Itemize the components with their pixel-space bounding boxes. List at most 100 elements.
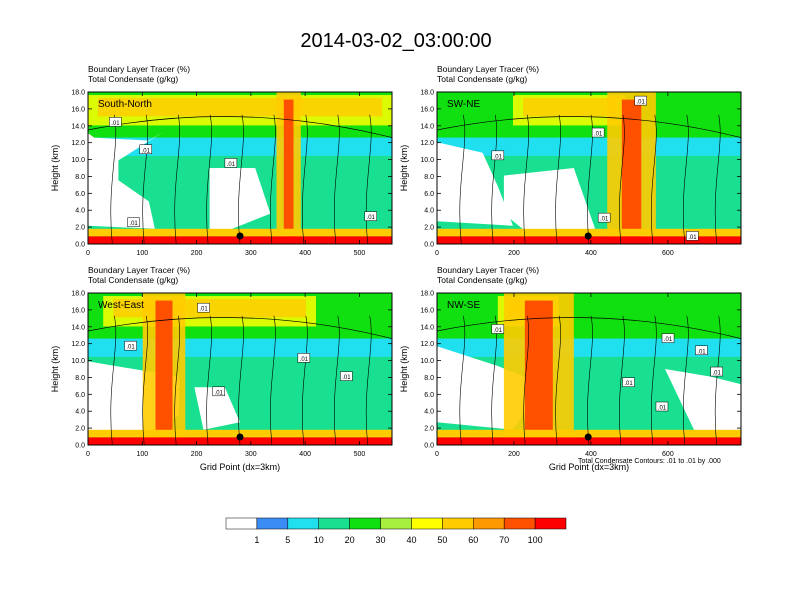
contour-label: .01 — [622, 377, 635, 387]
condensate-contours — [88, 315, 392, 445]
y-tick-label: 2.0 — [75, 426, 85, 433]
location-marker — [584, 433, 592, 441]
svg-text:.01: .01 — [227, 162, 236, 168]
colorbar-swatch — [503, 517, 536, 530]
svg-text:.01: .01 — [688, 235, 697, 241]
y-tick-label: 4.0 — [75, 409, 85, 416]
x-tick-label: 200 — [191, 451, 203, 458]
svg-text:.01: .01 — [142, 148, 151, 154]
y-tick-label: 12.0 — [71, 341, 85, 348]
x-tick-label: 500 — [354, 250, 366, 257]
colorbar-swatch — [256, 517, 289, 530]
svg-text:.01: .01 — [129, 221, 138, 227]
x-tick-label: 300 — [245, 250, 257, 257]
y-tick-label: 10.0 — [420, 358, 434, 365]
colorbar-swatch — [380, 517, 412, 530]
field-layer-60 — [98, 98, 382, 117]
x-tick-label: 0 — [435, 451, 439, 458]
x-tick-label: 600 — [662, 250, 674, 257]
colorbar-label: 70 — [499, 535, 509, 545]
colorbar-swatch — [349, 517, 381, 530]
y-tick-label: 12.0 — [420, 140, 434, 147]
plot-frame — [87, 292, 393, 446]
y-tick-label: 16.0 — [420, 106, 434, 113]
field-clear-air — [503, 168, 596, 234]
y-axis-label: Height (km) — [399, 145, 409, 192]
panel-name: West-East — [98, 300, 144, 311]
y-tick-label: 16.0 — [71, 106, 85, 113]
panel-west-east: .01 .01 .01 .01 .01 West-East Boundary Layer T… — [50, 265, 393, 472]
y-tick-label: 14.0 — [71, 123, 85, 130]
colorbar-label: 60 — [468, 535, 478, 545]
svg-text:.01: .01 — [713, 371, 722, 377]
svg-text:.01: .01 — [367, 215, 376, 221]
field-layer-10 — [88, 137, 392, 156]
y-tick-label: 16.0 — [71, 307, 85, 314]
panel-subtitle: Total Condensate (g/kg) — [88, 74, 178, 84]
colorbar-label: 50 — [437, 535, 447, 545]
y-axis-label: Height (km) — [399, 346, 409, 393]
contour-label: .01 — [591, 127, 605, 138]
svg-text:.01: .01 — [594, 132, 603, 138]
location-marker — [236, 433, 244, 441]
y-tick-label: 0.0 — [424, 443, 434, 450]
y-tick-label: 14.0 — [71, 324, 85, 331]
panel-sw-ne: .01 .01 .01 .01 .01 SW-NE Boundary Layer Trace… — [399, 64, 742, 257]
y-tick-label: 4.0 — [424, 208, 434, 215]
field-core-70 — [524, 300, 553, 445]
x-tick-label: 100 — [136, 451, 148, 458]
y-tick-label: 8.0 — [75, 375, 85, 382]
y-tick-label: 18.0 — [71, 291, 85, 298]
field-clear-air — [194, 387, 240, 430]
x-tick-label: 200 — [508, 451, 520, 458]
y-tick-label: 4.0 — [75, 208, 85, 215]
svg-text:.01: .01 — [658, 406, 667, 412]
colorbar-swatch — [473, 517, 505, 530]
panel-subtitle: Boundary Layer Tracer (%) — [437, 265, 539, 275]
panel-subtitle: Boundary Layer Tracer (%) — [88, 265, 190, 275]
colorbar: 1 5 10 20 30 40 50 60 70 100 — [225, 517, 567, 545]
field-bl-100 — [437, 236, 741, 244]
panel-subtitle: Total Condensate (g/kg) — [88, 275, 178, 285]
colorbar-label: 10 — [314, 535, 324, 545]
contour-label: .01 — [139, 144, 153, 154]
contour-label: .01 — [686, 231, 699, 241]
field-layer-30 — [437, 293, 741, 339]
panel-name: SW-NE — [447, 99, 480, 110]
y-tick-label: 18.0 — [71, 90, 85, 97]
x-axis-label: Grid Point (dx=3km) — [549, 462, 629, 472]
y-tick-label: 6.0 — [424, 392, 434, 399]
contour-label: .01 — [197, 302, 210, 313]
plot-frame — [436, 292, 742, 446]
x-tick-label: 400 — [585, 451, 597, 458]
colorbar-label: 30 — [376, 535, 386, 545]
y-tick-label: 8.0 — [424, 375, 434, 382]
y-tick-label: 6.0 — [75, 191, 85, 198]
colorbar-swatch — [225, 517, 258, 530]
y-tick-label: 18.0 — [420, 291, 434, 298]
field-layer-60 — [523, 98, 616, 117]
colorbar-label: 40 — [406, 535, 416, 545]
panel-subtitle: Total Condensate (g/kg) — [437, 275, 527, 285]
page-title: 2014-03-02_03:00:00 — [300, 30, 492, 52]
contour-label: .01 — [634, 95, 647, 106]
contour-label: .01 — [224, 158, 238, 168]
field-bl-100 — [88, 437, 392, 445]
contour-label: .01 — [491, 150, 505, 160]
x-tick-label: 100 — [136, 250, 148, 257]
y-tick-label: 0.0 — [424, 242, 434, 249]
x-tick-label: 400 — [585, 250, 597, 257]
svg-text:.01: .01 — [111, 121, 120, 127]
svg-text:.01: .01 — [300, 357, 309, 363]
y-tick-label: 2.0 — [75, 225, 85, 232]
field-clear-air — [437, 142, 513, 226]
y-tick-label: 0.0 — [75, 443, 85, 450]
colorbar-label: 1 — [254, 535, 259, 545]
svg-text:.01: .01 — [664, 337, 673, 343]
svg-text:.01: .01 — [342, 375, 351, 381]
contour-label: .01 — [655, 401, 669, 412]
y-tick-label: 12.0 — [420, 341, 434, 348]
location-marker — [584, 232, 592, 240]
contour-label: .01 — [695, 345, 708, 355]
